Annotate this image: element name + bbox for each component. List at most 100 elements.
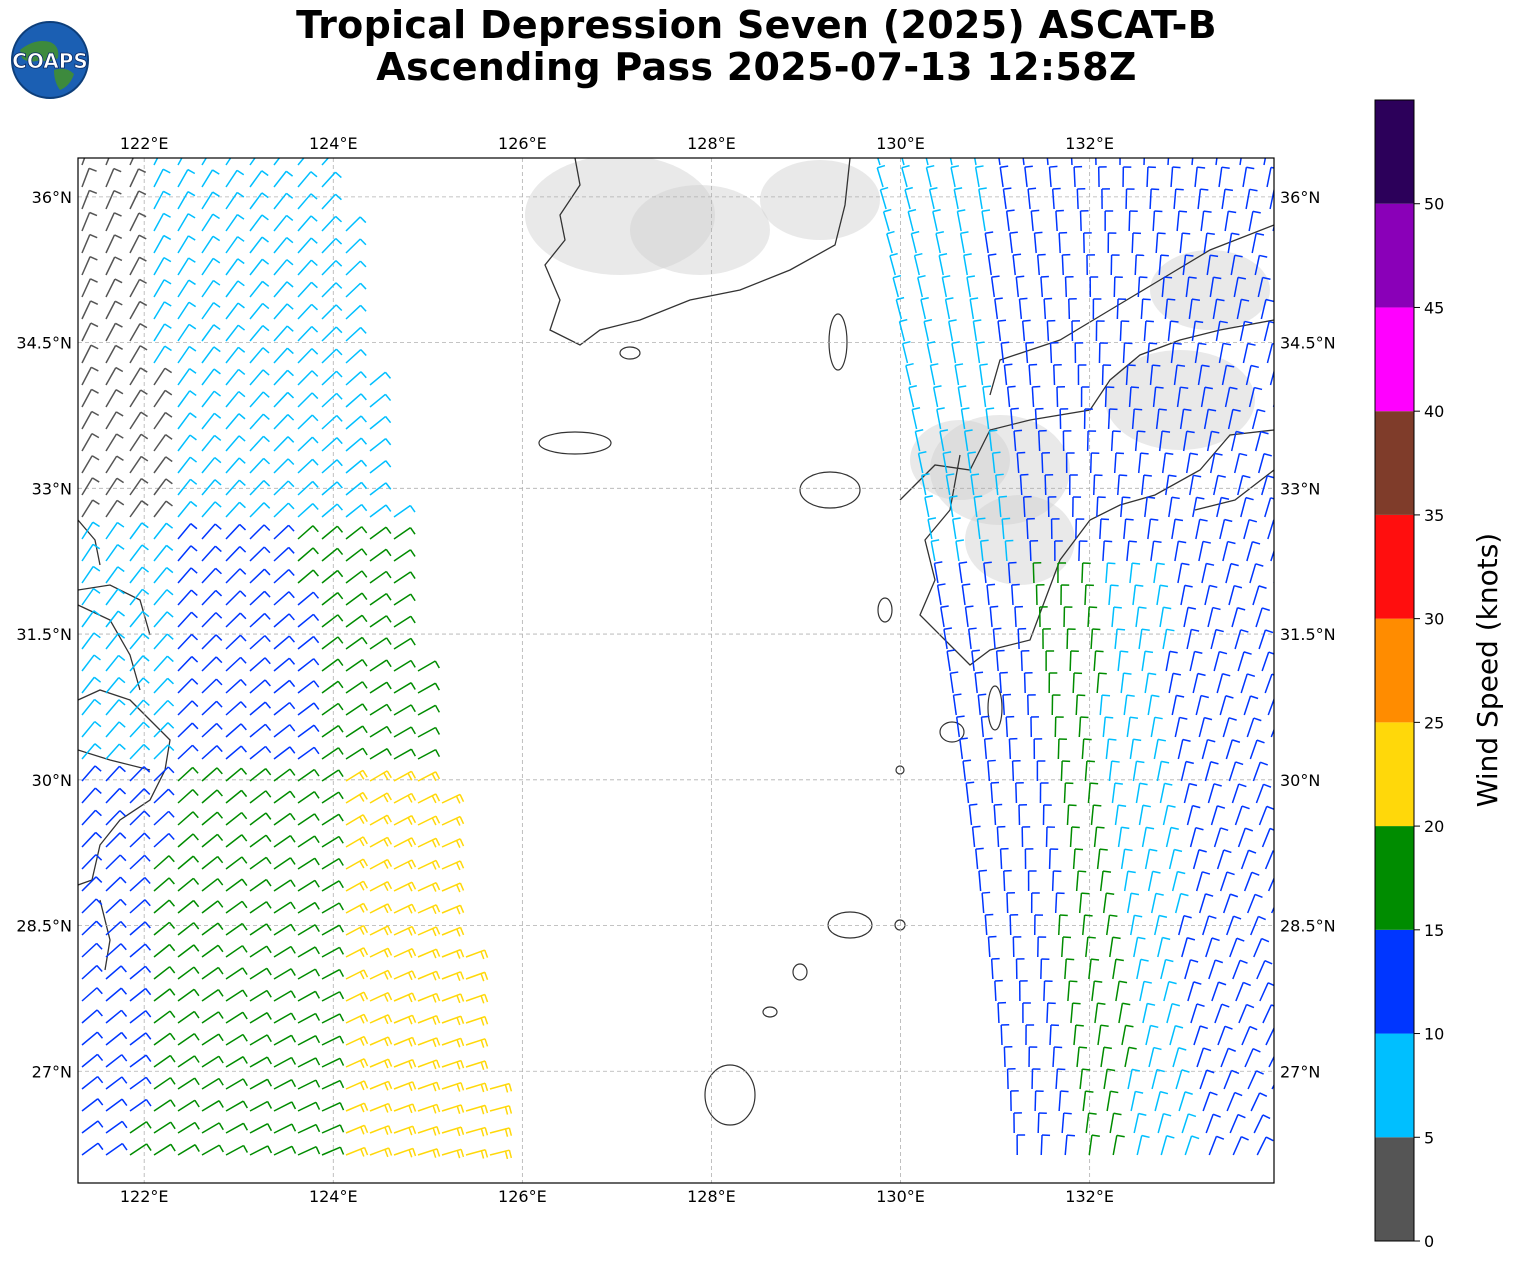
wind-barb — [1239, 320, 1253, 342]
wind-barb — [369, 991, 393, 1002]
wind-barb — [369, 858, 393, 870]
wind-barb — [225, 390, 246, 408]
wind-barb — [1117, 650, 1129, 672]
wind-barb — [393, 992, 417, 1003]
wind-barb — [1257, 453, 1272, 474]
wind-barb — [129, 921, 151, 936]
wind-barb — [949, 671, 959, 694]
coaps-logo: COAPS — [11, 21, 89, 99]
wind-barb — [417, 859, 441, 870]
wind-barb — [1238, 1003, 1255, 1024]
wind-barb — [273, 502, 295, 518]
wind-barb — [249, 790, 272, 804]
wind-barb — [1244, 1048, 1261, 1068]
wind-barb — [1000, 1023, 1010, 1046]
wind-barb — [1092, 298, 1102, 320]
wind-barb — [1154, 914, 1168, 936]
wind-barb — [105, 158, 110, 166]
wind-barb — [153, 921, 176, 936]
wind-barb — [926, 341, 936, 364]
wind-barb — [417, 1125, 441, 1136]
wind-barb — [976, 517, 986, 540]
wind-barb — [345, 1035, 369, 1046]
wind-barb — [273, 325, 294, 342]
wind-barb — [225, 236, 245, 254]
wind-barb — [273, 746, 296, 760]
wind-barb — [177, 899, 200, 914]
coastline — [919, 429, 1274, 666]
wind-barb — [345, 503, 368, 518]
wind-barb — [201, 989, 224, 1002]
wind-barb — [932, 385, 942, 408]
wind-barb — [153, 434, 173, 452]
wind-barb — [225, 213, 245, 232]
wind-barb — [249, 1034, 272, 1046]
wind-barb — [1156, 584, 1169, 606]
wind-barb — [1042, 804, 1052, 826]
wind-barb — [417, 904, 441, 915]
wind-barb — [993, 803, 1003, 826]
wind-barb — [1273, 580, 1274, 584]
wind-barb — [249, 502, 271, 518]
wind-barb — [1101, 188, 1110, 210]
wind-barb — [321, 348, 343, 364]
wind-barb — [249, 192, 269, 210]
wind-barb — [1193, 1025, 1209, 1046]
wind-barb — [81, 654, 101, 672]
wind-barb — [273, 990, 296, 1002]
wind-barb — [1069, 650, 1079, 672]
wind-barb — [1189, 826, 1204, 848]
wind-barb — [81, 1098, 104, 1112]
lat-tick-label-right: 36°N — [1280, 188, 1320, 207]
wind-barb — [973, 495, 983, 518]
wind-barb — [369, 725, 392, 738]
wind-barb — [345, 769, 368, 782]
wind-barb — [129, 300, 148, 320]
wind-barb — [393, 615, 416, 628]
wind-barb — [999, 671, 1008, 694]
wind-barb — [911, 406, 921, 430]
wind-barb — [876, 164, 886, 188]
wind-barb — [987, 759, 996, 782]
wind-barb — [1265, 1026, 1274, 1046]
wind-barb — [177, 633, 199, 650]
wind-barb — [927, 517, 937, 540]
wind-barb — [129, 1010, 152, 1024]
wind-barb — [1006, 891, 1015, 914]
wind-barb — [1250, 915, 1266, 936]
wind-barb — [1246, 893, 1263, 914]
wind-barb — [105, 366, 124, 386]
wind-barb — [201, 213, 220, 232]
wind-barb — [988, 429, 998, 452]
wind-barb — [1192, 496, 1205, 518]
wind-barb — [1078, 716, 1089, 738]
colorbar-tick-label: 25 — [1424, 713, 1444, 732]
wind-barb — [1254, 254, 1268, 276]
wind-barb — [1002, 693, 1012, 716]
wind-barb — [273, 281, 294, 298]
wind-barb — [1147, 518, 1159, 540]
wind-barb — [1170, 166, 1181, 188]
wind-barb — [990, 781, 1000, 804]
wind-barb — [297, 525, 319, 540]
wind-barb — [1037, 936, 1047, 958]
wind-barb — [369, 681, 392, 694]
wind-barb — [1258, 805, 1274, 826]
wind-barb — [1140, 474, 1152, 496]
coastline — [544, 158, 851, 346]
wind-barb — [273, 1034, 297, 1046]
wind-barb — [1171, 518, 1184, 540]
wind-barb — [129, 987, 152, 1002]
wind-barb — [369, 1102, 393, 1113]
wind-barb — [1119, 320, 1130, 342]
wind-barb — [1039, 782, 1049, 804]
wind-barb — [105, 1031, 128, 1046]
wind-barb — [441, 838, 465, 849]
wind-barb — [1237, 651, 1252, 672]
wind-barb — [201, 1011, 224, 1024]
wind-barb — [249, 568, 271, 584]
wind-barb — [81, 809, 102, 826]
wind-barb — [1087, 606, 1098, 628]
wind-barb — [951, 341, 960, 364]
wind-barb — [987, 253, 997, 276]
